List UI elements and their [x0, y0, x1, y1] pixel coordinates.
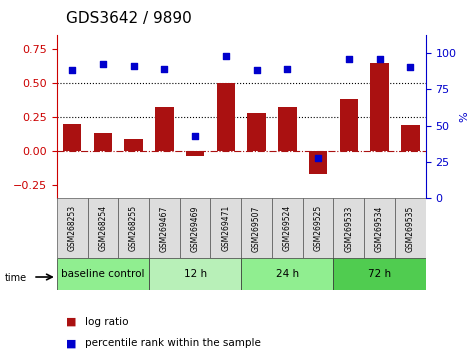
Text: 12 h: 12 h — [184, 269, 207, 279]
FancyBboxPatch shape — [241, 198, 272, 258]
FancyBboxPatch shape — [333, 258, 426, 290]
Text: GSM269471: GSM269471 — [221, 205, 230, 251]
Text: GSM269525: GSM269525 — [314, 205, 323, 251]
Bar — [124, 138, 143, 151]
FancyBboxPatch shape — [149, 198, 180, 258]
Point — [314, 155, 322, 160]
FancyBboxPatch shape — [210, 198, 241, 258]
Point — [160, 66, 168, 72]
Text: GSM269469: GSM269469 — [191, 205, 200, 252]
FancyBboxPatch shape — [364, 198, 395, 258]
Text: baseline control: baseline control — [61, 269, 145, 279]
FancyBboxPatch shape — [88, 198, 118, 258]
Text: GSM269535: GSM269535 — [406, 205, 415, 252]
Bar — [278, 107, 297, 151]
Point — [253, 68, 260, 73]
FancyBboxPatch shape — [57, 258, 149, 290]
Bar — [186, 151, 204, 156]
FancyBboxPatch shape — [272, 198, 303, 258]
Text: GSM268254: GSM268254 — [98, 205, 107, 251]
Point — [191, 133, 199, 138]
Bar — [217, 83, 235, 151]
Text: GSM268253: GSM268253 — [68, 205, 77, 251]
Bar — [155, 107, 174, 151]
Bar — [63, 124, 81, 151]
Text: log ratio: log ratio — [85, 317, 129, 327]
Text: GSM269533: GSM269533 — [344, 205, 353, 252]
Bar — [340, 99, 358, 151]
FancyBboxPatch shape — [118, 198, 149, 258]
Bar — [94, 133, 112, 151]
Point — [345, 56, 352, 62]
FancyBboxPatch shape — [149, 258, 241, 290]
Text: percentile rank within the sample: percentile rank within the sample — [85, 338, 261, 348]
Text: ■: ■ — [66, 338, 77, 348]
Bar — [309, 151, 327, 174]
Bar — [247, 113, 266, 151]
FancyBboxPatch shape — [57, 198, 88, 258]
Text: 24 h: 24 h — [276, 269, 299, 279]
Text: GSM268255: GSM268255 — [129, 205, 138, 251]
Point — [222, 53, 230, 58]
Text: GSM269467: GSM269467 — [160, 205, 169, 252]
Point — [283, 66, 291, 72]
Point — [130, 63, 137, 69]
Point — [68, 68, 76, 73]
Text: ■: ■ — [66, 317, 77, 327]
Text: GSM269534: GSM269534 — [375, 205, 384, 252]
FancyBboxPatch shape — [180, 198, 210, 258]
Y-axis label: %: % — [459, 112, 469, 122]
Point — [376, 56, 383, 62]
Point — [99, 62, 107, 67]
Text: GSM269524: GSM269524 — [283, 205, 292, 251]
FancyBboxPatch shape — [241, 258, 333, 290]
Point — [406, 64, 414, 70]
Text: GSM269507: GSM269507 — [252, 205, 261, 252]
FancyBboxPatch shape — [333, 198, 364, 258]
Text: GDS3642 / 9890: GDS3642 / 9890 — [66, 11, 192, 25]
FancyBboxPatch shape — [303, 198, 333, 258]
FancyBboxPatch shape — [395, 198, 426, 258]
Bar — [401, 125, 420, 151]
Bar — [370, 63, 389, 151]
Text: time: time — [5, 273, 27, 283]
Text: 72 h: 72 h — [368, 269, 391, 279]
